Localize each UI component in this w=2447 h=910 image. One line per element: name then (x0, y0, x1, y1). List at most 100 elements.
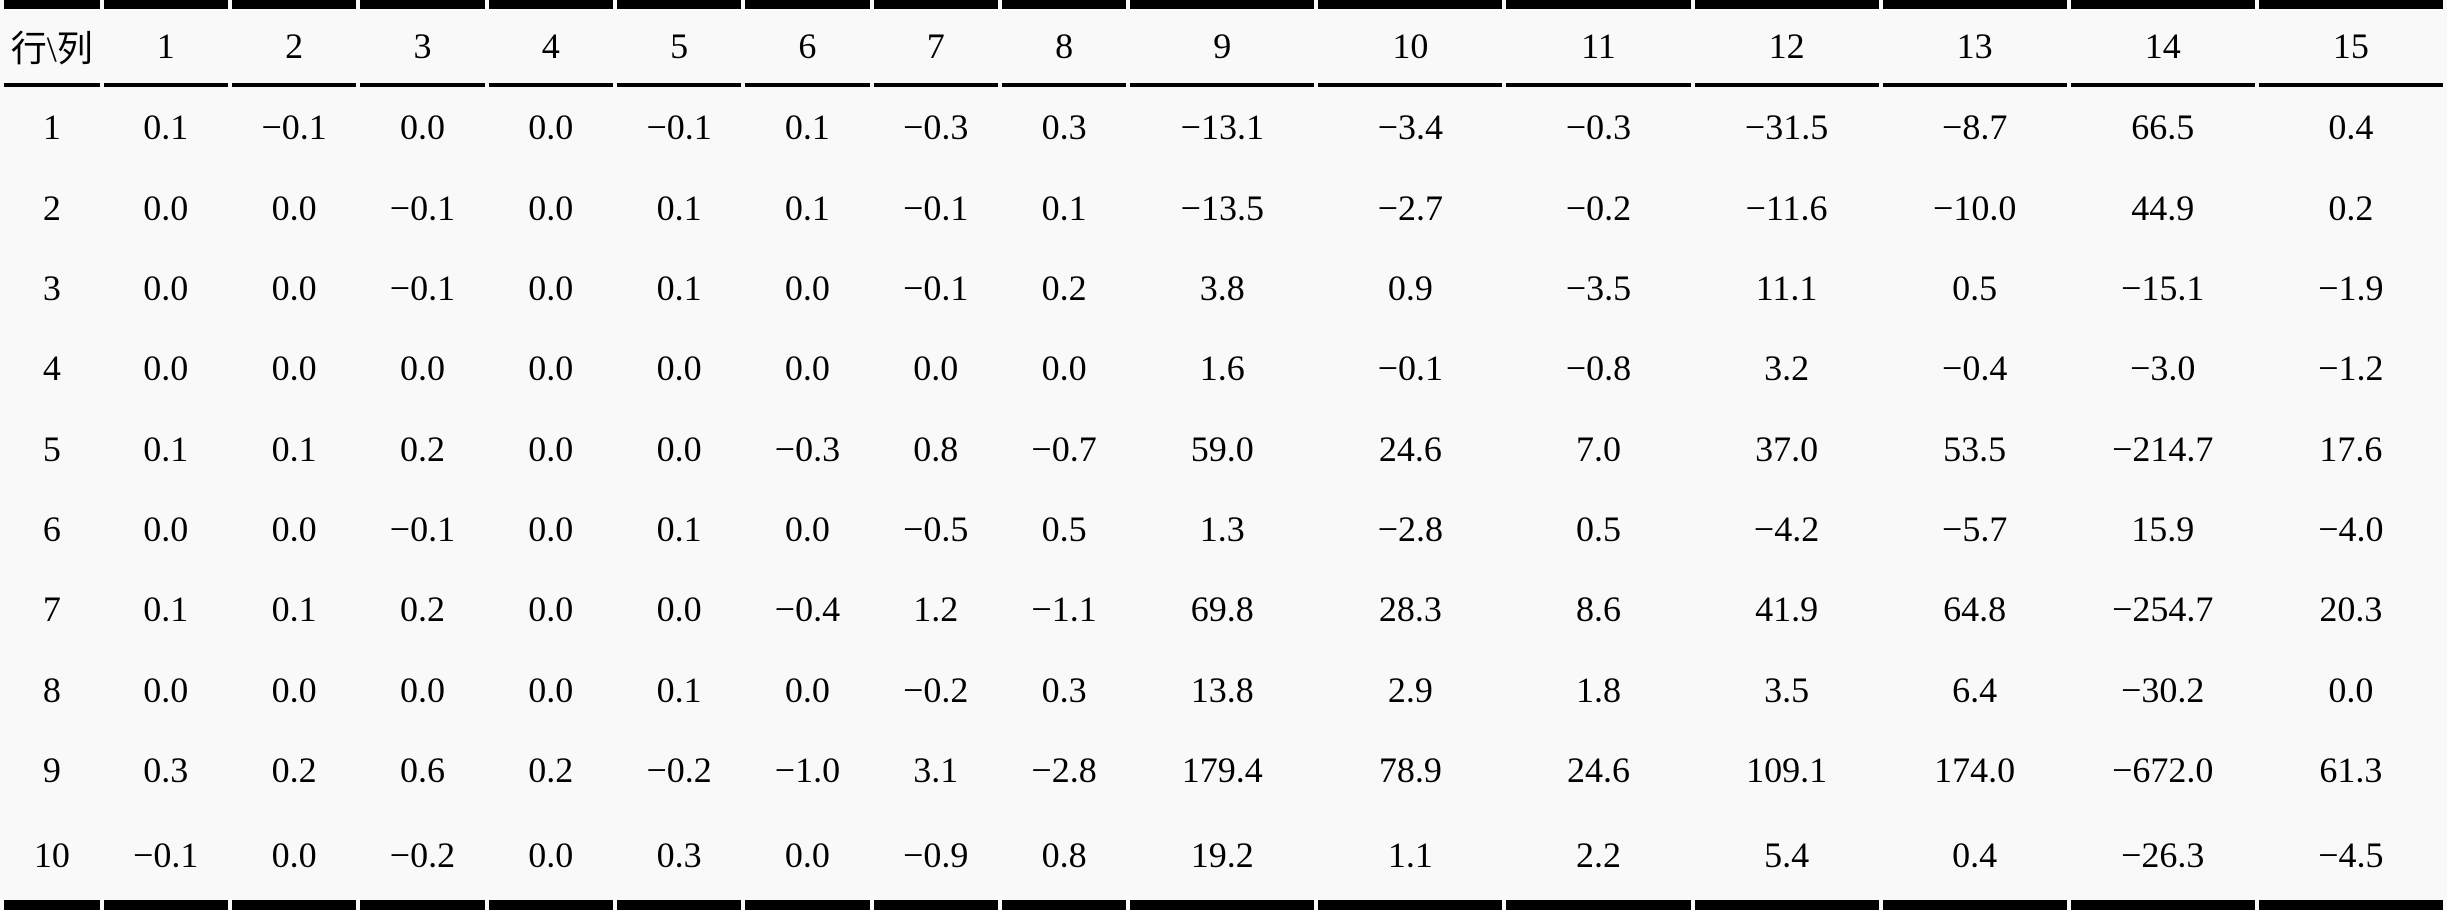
table-row: 5 0.1 0.1 0.2 0.0 0.0 −0.3 0.8 −0.7 59.0 24.6 7.0 37… (4, 409, 2443, 489)
table-cell: −5.7 (1942, 509, 2008, 550)
table-cell: 0.1 (143, 107, 189, 148)
table-cell: 0.0 (528, 348, 574, 389)
table-cell: 37.0 (1755, 428, 1819, 469)
table-cell: 11.1 (1755, 267, 1818, 308)
table-cell: 8.6 (1575, 589, 1621, 630)
column-header: 6 (745, 0, 870, 87)
table-row: 8 0.0 0.0 0.0 0.0 0.1 0.0 −0.2 0.3 13.8 2.9 1.8 3.5 6… (4, 650, 2443, 730)
column-header: 14 (2070, 0, 2255, 87)
table-cell: −0.1 (1377, 348, 1444, 389)
table-cell: 0.0 (271, 669, 317, 710)
table-cell: −0.8 (1565, 348, 1632, 389)
column-header: 10 (1318, 0, 1503, 87)
table-cell: −0.4 (774, 589, 841, 630)
table-cell: −0.1 (389, 267, 456, 308)
column-header: 13 (1882, 0, 2067, 87)
row-label: 5 (42, 428, 61, 469)
table-cell: 0.0 (271, 267, 317, 308)
table-cell: −2.8 (1031, 750, 1097, 791)
table-cell: −10.0 (1933, 187, 2017, 228)
table-cell: 0.0 (784, 669, 830, 710)
table-cell: 0.0 (656, 428, 702, 469)
column-header: 9 (1130, 0, 1315, 87)
table-cell: 7.0 (1575, 428, 1621, 469)
table-cell: 0.0 (528, 669, 574, 710)
row-label: 4 (42, 348, 61, 389)
table-cell: −4.0 (2318, 509, 2384, 550)
table-cell: 20.3 (2319, 589, 2383, 630)
table-cell: 1.1 (1318, 810, 1503, 910)
table-cell: 0.0 (399, 669, 445, 710)
column-header: 5 (616, 0, 742, 87)
table-cell: −13.5 (1180, 187, 1264, 228)
table-cell: 109.1 (1746, 750, 1828, 791)
column-header: 4 (488, 0, 613, 87)
table-cell: −30.2 (2121, 669, 2205, 710)
row-label: 8 (42, 669, 61, 710)
table-cell: 1.8 (1575, 669, 1621, 710)
table-cell: 0.0 (528, 428, 574, 469)
table-cell: 0.0 (528, 589, 574, 630)
column-header: 8 (1001, 0, 1127, 87)
table-cell: −8.7 (1942, 107, 2008, 148)
table-cell: −1.9 (2318, 267, 2384, 308)
column-header: 7 (873, 0, 998, 87)
table-cell: −0.5 (903, 509, 969, 550)
row-label: 7 (42, 589, 61, 630)
table-cell: 66.5 (2131, 107, 2195, 148)
table-cell: 0.0 (528, 187, 574, 228)
table-cell: 0.3 (616, 810, 742, 910)
table-cell: 24.6 (1378, 428, 1442, 469)
table-cell: 0.1 (143, 428, 189, 469)
table-cell: −2.8 (1377, 509, 1444, 550)
table-cell: 24.6 (1566, 750, 1630, 791)
table-cell: −0.7 (1031, 428, 1097, 469)
table-cell: 0.4 (1882, 810, 2067, 910)
table-row: 4 0.0 0.0 0.0 0.0 0.0 0.0 0.0 0.0 1.6 −0.1 −0.8 3.2 −… (4, 328, 2443, 408)
table-cell: 0.0 (143, 669, 189, 710)
table-cell: −31.5 (1744, 107, 1829, 148)
table-cell: 0.5 (1952, 267, 1998, 308)
table-cell: −0.1 (261, 107, 327, 148)
table-cell: 0.0 (488, 810, 613, 910)
column-header: 1 (103, 0, 228, 87)
table-cell: 0.0 (656, 589, 702, 630)
table-cell: 1.6 (1199, 348, 1245, 389)
table-cell: −0.4 (1942, 348, 2008, 389)
table-row: 6 0.0 0.0 −0.1 0.0 0.1 0.0 −0.5 0.5 1.3 −2.8 0.5 −4.… (4, 489, 2443, 569)
table-cell: −0.1 (103, 810, 228, 910)
table-cell: 0.0 (1041, 348, 1087, 389)
table-cell: 0.0 (2328, 669, 2374, 710)
table-cell: 0.0 (271, 348, 317, 389)
row-label: 1 (42, 107, 61, 148)
table-cell: 0.0 (231, 810, 357, 910)
table-row: 9 0.3 0.2 0.6 0.2 −0.2 −1.0 3.1 −2.8 179.4 78.9 24.… (4, 730, 2443, 810)
table-cell: −11.6 (1745, 187, 1828, 228)
header-row: 行\列 1 2 3 4 5 6 7 8 9 10 11 12 13 14 15 (4, 0, 2443, 87)
table-cell: 0.2 (2328, 187, 2374, 228)
table-cell: −0.1 (903, 187, 969, 228)
table-cell: 0.6 (399, 750, 445, 791)
table-cell: 3.5 (1764, 669, 1810, 710)
table-cell: 0.0 (528, 267, 574, 308)
table-row: 10 −0.1 0.0 −0.2 0.0 0.3 0.0 −0.9 0.8 19.2 1.1 2.2 5… (4, 810, 2443, 910)
table-cell: 69.8 (1190, 589, 1254, 630)
table-cell: 78.9 (1378, 750, 1442, 791)
table-cell: −0.2 (903, 669, 969, 710)
table-cell: −3.5 (1565, 267, 1632, 308)
table-cell: 59.0 (1190, 428, 1254, 469)
table-cell: 0.0 (143, 187, 189, 228)
table-cell: −1.1 (1031, 589, 1097, 630)
table-cell: −1.0 (774, 750, 841, 791)
table-cell: 0.0 (656, 348, 702, 389)
table-cell: 53.5 (1943, 428, 2007, 469)
table-cell: −26.3 (2070, 810, 2255, 910)
table-cell: 1.3 (1199, 509, 1245, 550)
table-cell: 0.2 (1041, 267, 1087, 308)
table-cell: −214.7 (2112, 428, 2214, 469)
table-cell: 0.0 (528, 509, 574, 550)
table-cell: 3.2 (1764, 348, 1810, 389)
table-cell: 0.5 (1575, 509, 1621, 550)
table-cell: 5.4 (1694, 810, 1879, 910)
table-cell: 0.2 (528, 750, 574, 791)
